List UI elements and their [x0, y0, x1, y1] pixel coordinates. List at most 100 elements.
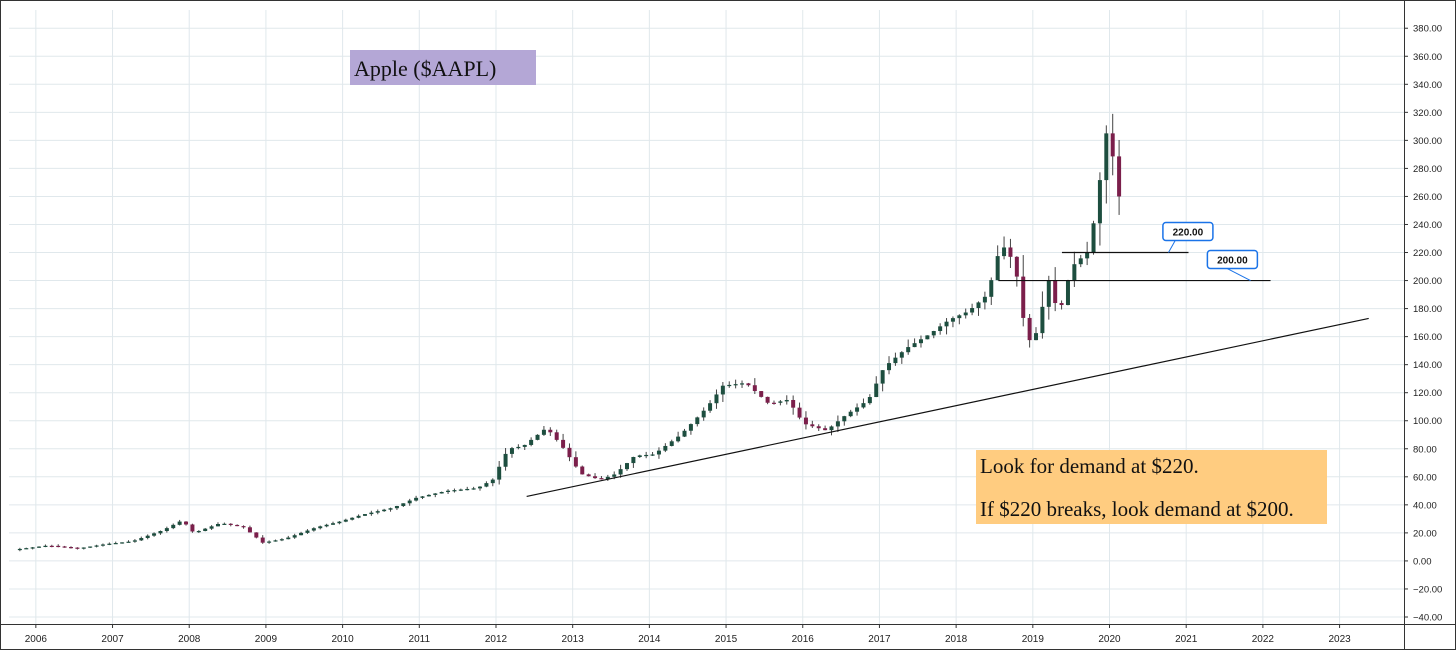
- candle-up: [267, 541, 272, 543]
- level-label-box: [1162, 221, 1214, 242]
- candle-up: [535, 434, 540, 440]
- candle-up: [727, 384, 732, 387]
- x-tick-label: 2009: [255, 634, 278, 645]
- x-tick-label: 2021: [1175, 634, 1198, 645]
- candle-up: [305, 530, 310, 533]
- note-line-2: If $220 breaks, look demand at $200.: [980, 497, 1294, 521]
- candle-down: [759, 391, 764, 397]
- note-line-1: Look for demand at $220.: [980, 454, 1199, 478]
- candle-down: [586, 474, 591, 477]
- candle-down: [241, 526, 246, 528]
- candle-up: [203, 528, 208, 532]
- trendline: [526, 317, 1369, 498]
- candle-up: [337, 521, 342, 524]
- candle-up: [714, 394, 719, 404]
- candle-up: [663, 445, 668, 451]
- candle-up: [439, 491, 444, 494]
- candle-down: [803, 417, 808, 425]
- y-tick-label: 340.00: [1413, 80, 1442, 91]
- candle-up: [209, 526, 214, 529]
- candle-down: [1110, 133, 1115, 157]
- candle-up: [177, 521, 182, 525]
- x-tick-label: 2006: [25, 634, 48, 645]
- y-tick-label: 40.00: [1413, 500, 1437, 511]
- candle-up: [631, 456, 636, 464]
- candle-up: [196, 531, 201, 533]
- candle-up: [708, 403, 713, 411]
- candle-up: [516, 446, 521, 449]
- candle-down: [62, 546, 67, 548]
- candle-down: [1021, 276, 1026, 318]
- candle-up: [88, 546, 93, 548]
- candle-up: [375, 511, 380, 513]
- candle-up: [650, 454, 655, 456]
- candle-up: [503, 453, 508, 467]
- candle-up: [414, 497, 419, 501]
- candle-up: [957, 315, 962, 319]
- candle-up: [931, 331, 936, 336]
- candle-up: [912, 343, 917, 348]
- y-tick-label: 280.00: [1413, 164, 1442, 175]
- candle-up: [995, 256, 1000, 281]
- candles-layer: [17, 113, 1122, 552]
- candle-up: [637, 455, 642, 457]
- candle-up: [656, 450, 661, 455]
- candle-up: [350, 517, 355, 520]
- title-annotation: Apple ($AAPL): [350, 50, 536, 85]
- candle-up: [318, 526, 323, 529]
- chart-title: Apple ($AAPL): [354, 56, 496, 81]
- x-tick-label: 2015: [715, 634, 738, 645]
- note-annotation: Look for demand at $220. If $220 breaks,…: [976, 450, 1327, 524]
- candle-down: [810, 424, 815, 427]
- y-tick-label: 100.00: [1413, 416, 1442, 427]
- candle-down: [1027, 317, 1032, 341]
- candle-down: [56, 545, 61, 548]
- candle-down: [580, 466, 585, 475]
- candle-up: [1046, 280, 1051, 307]
- candle-down: [1059, 303, 1064, 306]
- x-tick-label: 2019: [1022, 634, 1045, 645]
- candle-up: [139, 538, 144, 541]
- candle-up: [497, 466, 502, 480]
- candle-up: [1085, 252, 1090, 259]
- candle-down: [567, 447, 572, 458]
- x-tick-label: 2016: [792, 634, 815, 645]
- candle-down: [190, 524, 195, 532]
- candle-up: [644, 454, 649, 457]
- candle-up: [835, 421, 840, 427]
- y-tick-label: 120.00: [1413, 388, 1442, 399]
- candle-down: [548, 429, 553, 433]
- candle-up: [829, 426, 834, 431]
- x-tick-label: 2008: [178, 634, 201, 645]
- candle-up: [1072, 264, 1077, 281]
- y-tick-label: −20.00: [1413, 584, 1442, 595]
- y-tick-label: 60.00: [1413, 472, 1437, 483]
- candle-down: [184, 521, 189, 525]
- candle-up: [1002, 247, 1007, 257]
- candle-up: [343, 519, 348, 522]
- candle-up: [963, 312, 968, 316]
- candle-up: [605, 476, 610, 480]
- candle-up: [778, 401, 783, 403]
- candle-up: [324, 524, 329, 527]
- candle-down: [554, 432, 559, 440]
- candle-up: [215, 524, 220, 527]
- candle-up: [356, 515, 361, 518]
- overlays-layer: 220.00 200.00: [526, 221, 1369, 498]
- x-tick-label: 2017: [868, 634, 891, 645]
- candle-down: [823, 428, 828, 431]
- level-label: 200.00: [1217, 256, 1248, 267]
- candle-up: [478, 486, 483, 489]
- candle-down: [260, 537, 265, 543]
- candle-up: [446, 490, 451, 492]
- candle-up: [842, 416, 847, 422]
- x-tick-label: 2018: [945, 634, 968, 645]
- candle-up: [1034, 333, 1039, 341]
- candle-up: [925, 335, 930, 340]
- candle-up: [433, 493, 438, 495]
- candle-up: [401, 503, 406, 507]
- candle-up: [120, 542, 125, 544]
- candle-up: [867, 397, 872, 404]
